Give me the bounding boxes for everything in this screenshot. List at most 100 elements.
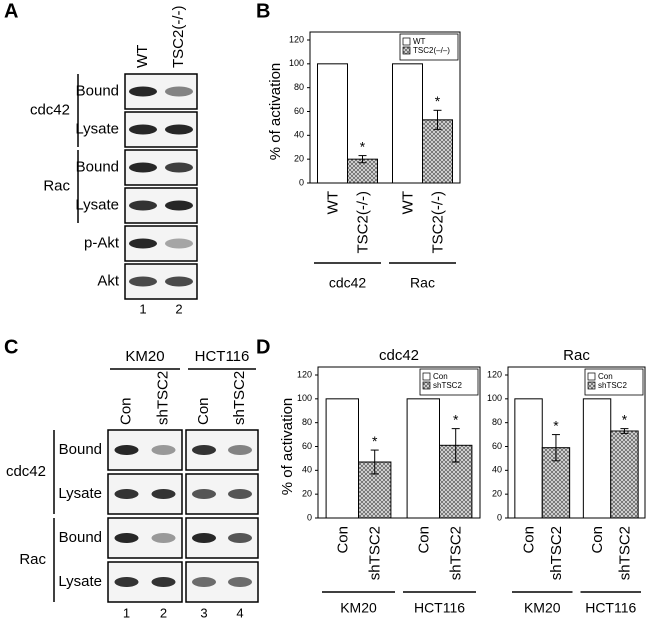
legend-label: shTSC2 <box>598 381 627 390</box>
y-axis-label: % of activation <box>267 63 284 161</box>
y-tick-label: 120 <box>297 369 312 379</box>
y-tick-label: 40 <box>302 465 312 475</box>
legend-swatch <box>422 372 431 381</box>
row-label: Akt <box>97 272 120 289</box>
bar <box>422 119 453 184</box>
lane-label: shTSC2 <box>231 371 248 425</box>
bar-label: shTSC2 <box>448 526 465 580</box>
band <box>165 162 193 173</box>
y-tick-label: 20 <box>302 489 312 499</box>
error-bar <box>451 428 460 463</box>
band <box>129 162 157 173</box>
panel-label: B <box>256 0 270 22</box>
legend-label: WT <box>413 37 426 46</box>
y-tick-label: 20 <box>294 154 304 164</box>
y-tick-label: 0 <box>307 512 312 522</box>
group-label: cdc42 <box>329 275 367 291</box>
band <box>165 86 193 97</box>
plot-frame <box>317 366 481 519</box>
band <box>129 124 157 135</box>
y-tick-label: 0 <box>497 512 502 522</box>
lane-label: Con <box>195 397 212 425</box>
lane-number: 3 <box>200 605 207 620</box>
bar-label: Con <box>415 526 432 554</box>
y-tick-label: 60 <box>302 441 312 451</box>
band <box>114 533 139 543</box>
significance: * <box>435 93 441 109</box>
panel-label: D <box>256 336 270 358</box>
bar <box>325 398 360 519</box>
band <box>228 577 252 587</box>
lane-number: 2 <box>160 605 167 620</box>
group-label: HCT116 <box>585 600 636 616</box>
group-label: KM20 <box>524 600 561 616</box>
bar <box>317 63 348 184</box>
cell-line-label: HCT116 <box>195 348 250 365</box>
band <box>228 533 252 543</box>
significance: * <box>453 411 459 427</box>
row-label: Lysate <box>58 485 102 502</box>
legend-swatch <box>402 46 411 55</box>
lane-label: Con <box>117 397 134 425</box>
error-bar <box>433 109 442 130</box>
band <box>114 489 139 499</box>
y-tick-label: 80 <box>492 417 502 427</box>
error-bar <box>370 449 379 475</box>
y-tick-label: 120 <box>289 34 304 44</box>
bar-label: Con <box>589 526 606 554</box>
band <box>129 200 157 211</box>
legend-label: shTSC2 <box>433 381 462 390</box>
y-tick-label: 100 <box>289 58 304 68</box>
bar-label: TSC2(-/-) <box>429 191 446 254</box>
y-tick-label: 120 <box>487 369 502 379</box>
bar-label: shTSC2 <box>548 526 565 580</box>
band <box>129 238 157 249</box>
band <box>165 124 193 135</box>
bar <box>514 398 543 519</box>
y-tick-label: 60 <box>492 441 502 451</box>
row-label: Lysate <box>75 120 119 137</box>
lane-number: 1 <box>139 301 146 316</box>
group-label: Rac <box>43 177 70 194</box>
chart-title: Rac <box>563 347 590 364</box>
band <box>114 577 139 587</box>
band <box>151 533 176 543</box>
legend-swatch <box>587 381 596 390</box>
band <box>114 445 139 455</box>
group-label: Rac <box>410 275 435 291</box>
legend-swatch <box>587 372 596 381</box>
panel-label: C <box>4 336 18 358</box>
lane-number: 4 <box>236 605 243 620</box>
significance: * <box>622 411 628 427</box>
lane-label: shTSC2 <box>154 371 171 425</box>
band <box>228 445 252 455</box>
legend-label: Con <box>433 372 448 381</box>
group-label: cdc42 <box>30 101 70 118</box>
lane-number: 2 <box>175 301 182 316</box>
error-bar <box>551 434 560 462</box>
significance: * <box>372 433 378 449</box>
y-tick-label: 40 <box>492 465 502 475</box>
group-label: HCT116 <box>414 600 465 616</box>
legend-swatch <box>402 37 411 46</box>
plot-frame <box>507 366 646 519</box>
band <box>151 489 176 499</box>
y-tick-label: 20 <box>492 489 502 499</box>
group-label: cdc42 <box>6 463 46 480</box>
band <box>165 276 193 287</box>
bar <box>610 430 639 519</box>
significance: * <box>360 138 366 154</box>
y-tick-label: 40 <box>294 130 304 140</box>
legend-label: Con <box>598 372 613 381</box>
bar-label: Con <box>521 526 538 554</box>
bar <box>392 63 423 184</box>
bar-label: TSC2(-/-) <box>354 191 371 254</box>
band <box>192 533 216 543</box>
y-tick-label: 0 <box>299 177 304 187</box>
bar-label: shTSC2 <box>367 526 384 580</box>
error-bar <box>358 155 367 164</box>
lane-label: TSC2(-/-) <box>170 6 187 69</box>
lane-number: 1 <box>123 605 130 620</box>
band <box>192 577 216 587</box>
row-label: Bound <box>59 529 102 546</box>
